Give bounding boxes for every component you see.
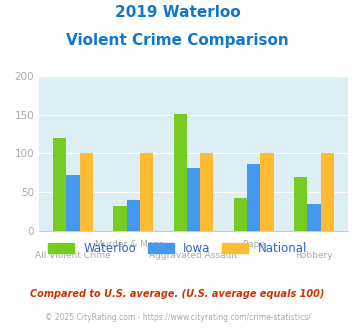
- Bar: [247, 164, 260, 231]
- Text: Violent Crime Comparison: Violent Crime Comparison: [66, 33, 289, 48]
- Text: Aggravated Assault: Aggravated Assault: [149, 251, 238, 260]
- Bar: [200, 153, 213, 231]
- Text: Rape: Rape: [242, 240, 265, 249]
- Text: Murder & Mans...: Murder & Mans...: [94, 240, 172, 249]
- Text: Compared to U.S. average. (U.S. average equals 100): Compared to U.S. average. (U.S. average …: [30, 289, 325, 299]
- Bar: [66, 175, 80, 231]
- Bar: [234, 198, 247, 231]
- Text: © 2025 CityRating.com - https://www.cityrating.com/crime-statistics/: © 2025 CityRating.com - https://www.city…: [45, 313, 310, 322]
- Bar: [321, 153, 334, 231]
- Bar: [294, 177, 307, 231]
- Bar: [307, 204, 321, 231]
- Text: All Violent Crime: All Violent Crime: [35, 251, 111, 260]
- Bar: [187, 168, 200, 231]
- Legend: Waterloo, Iowa, National: Waterloo, Iowa, National: [43, 237, 312, 260]
- Bar: [174, 114, 187, 231]
- Bar: [127, 200, 140, 231]
- Text: 2019 Waterloo: 2019 Waterloo: [115, 5, 240, 20]
- Bar: [260, 153, 274, 231]
- Bar: [113, 206, 127, 231]
- Bar: [140, 153, 153, 231]
- Text: Robbery: Robbery: [295, 251, 333, 260]
- Bar: [80, 153, 93, 231]
- Bar: [53, 138, 66, 231]
